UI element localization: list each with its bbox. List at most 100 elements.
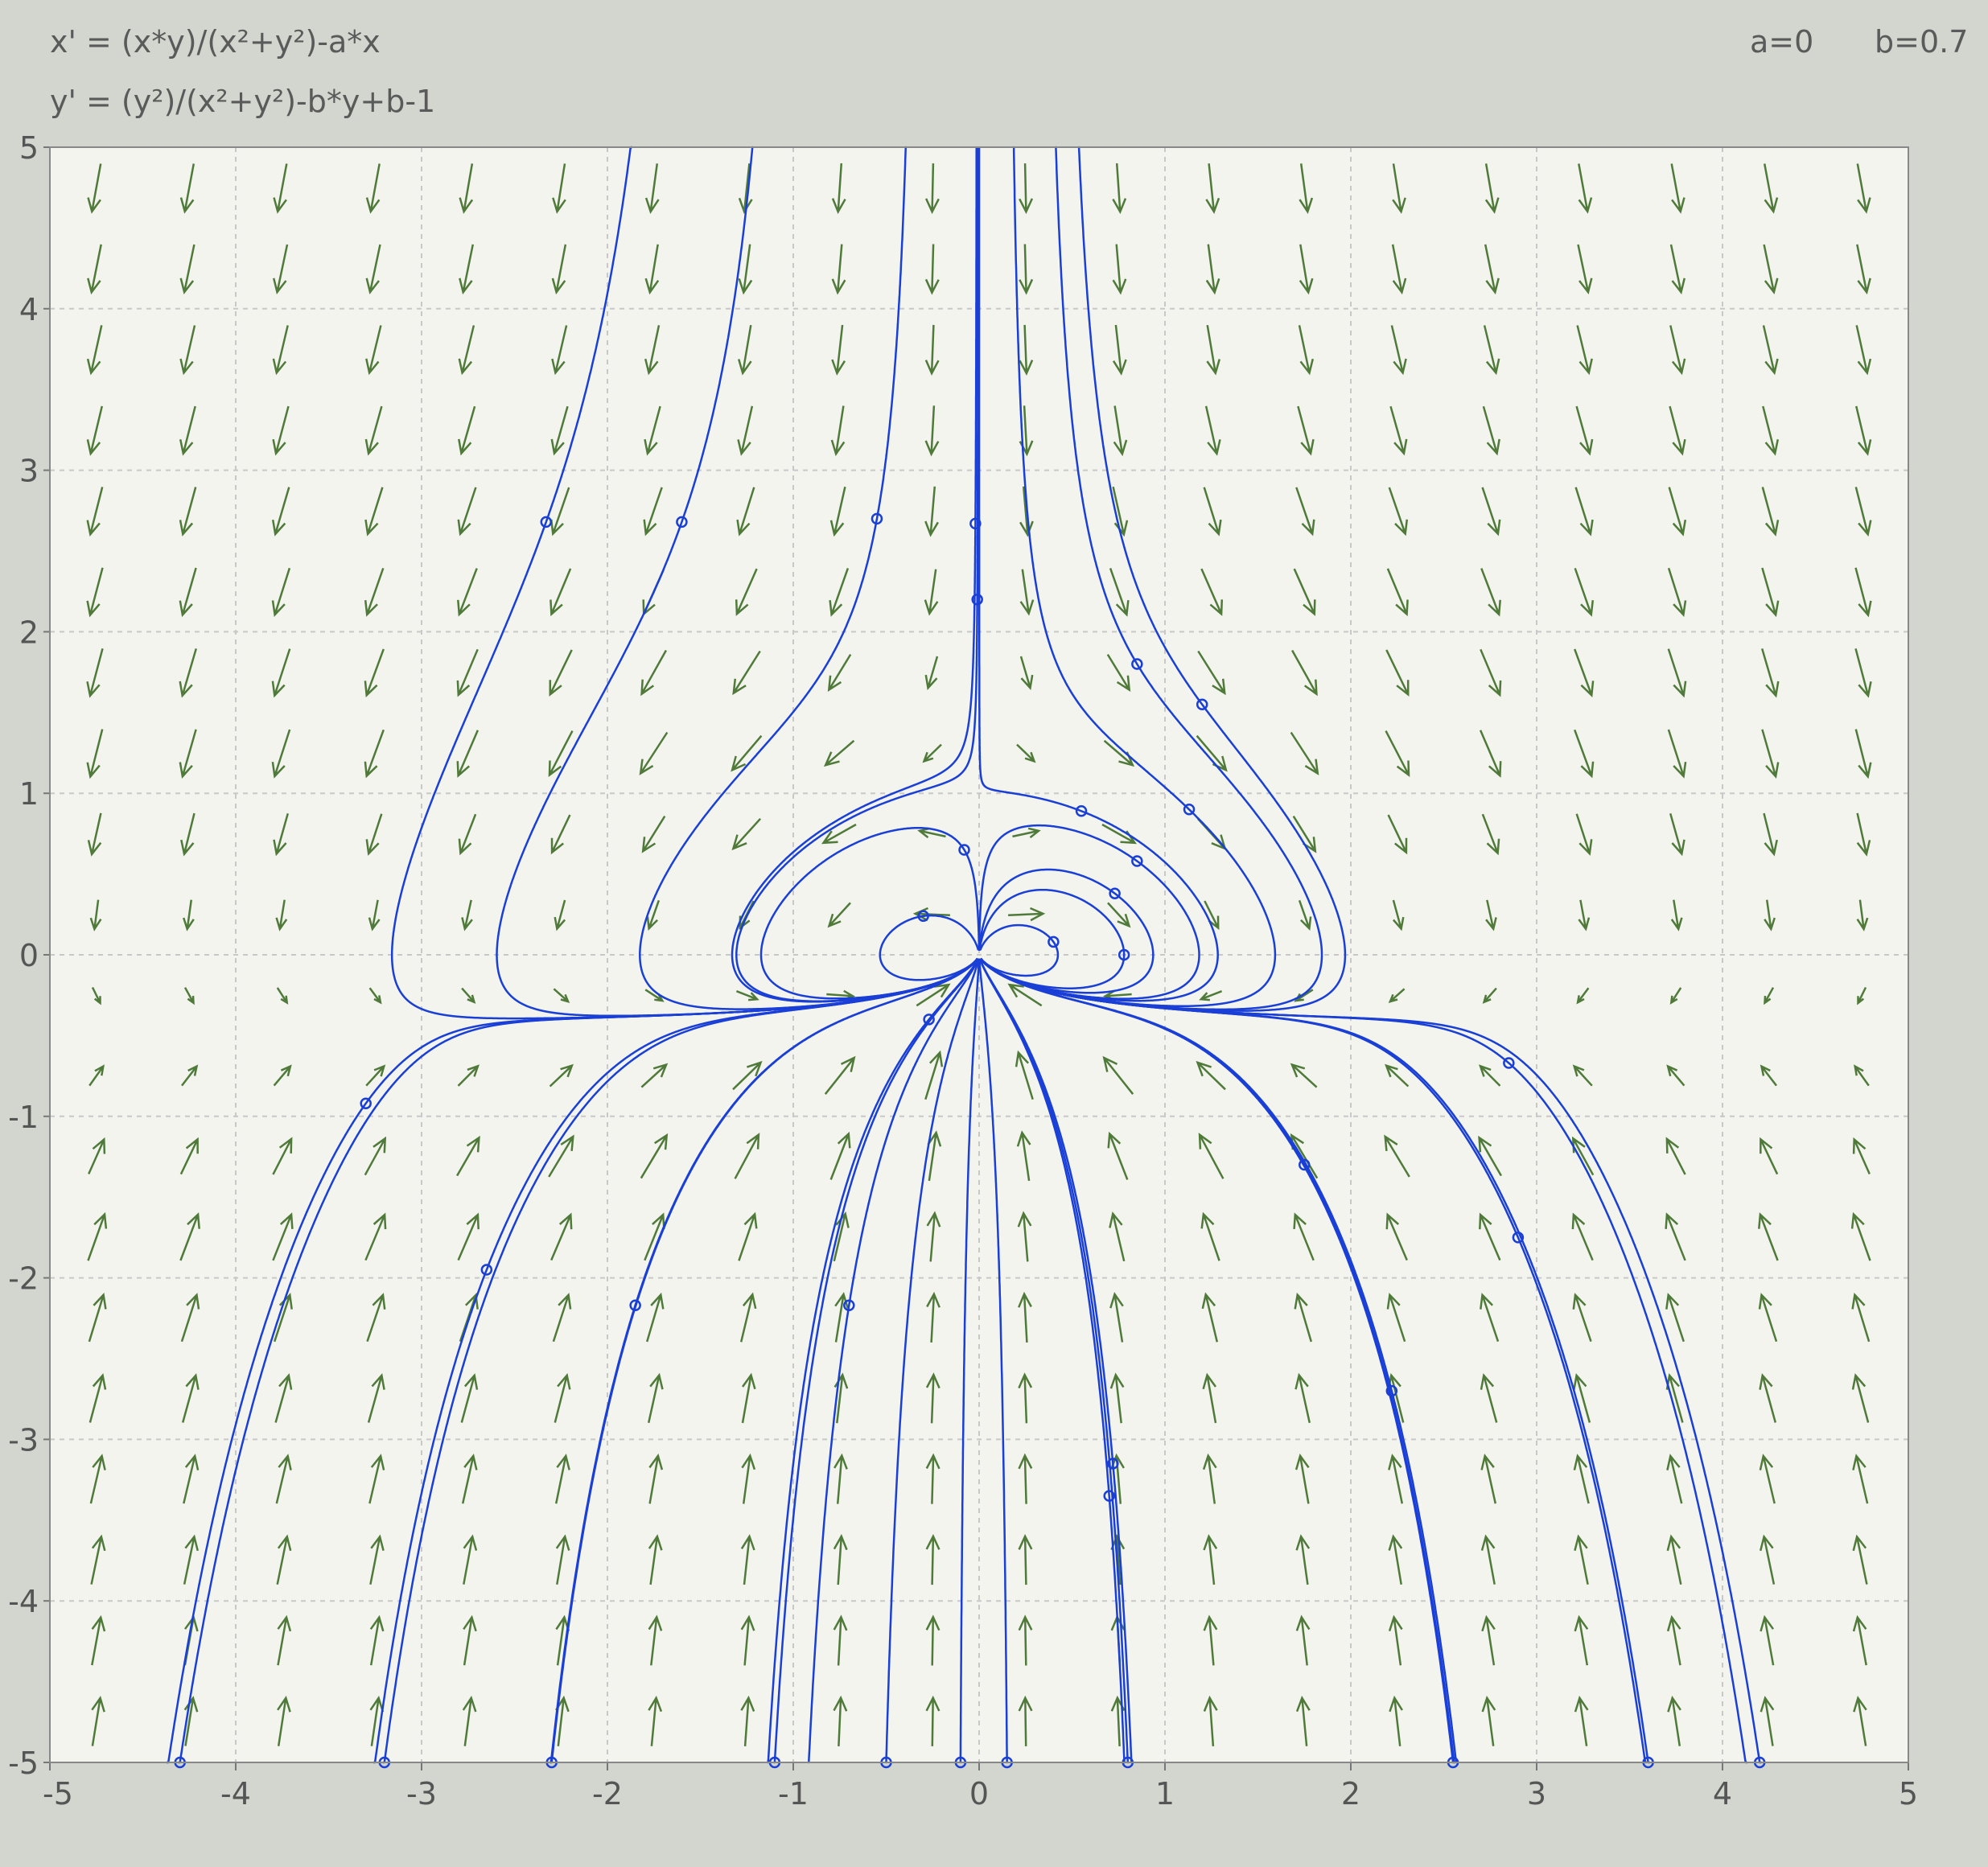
- field-arrow: [462, 1696, 477, 1746]
- field-arrow: [179, 648, 197, 698]
- field-arrow: [640, 649, 667, 697]
- field-arrow: [1385, 730, 1410, 777]
- field-arrow: [1854, 567, 1872, 618]
- field-arrow: [88, 1292, 107, 1343]
- trajectory-line: [879, 914, 980, 981]
- trajectory-start-point[interactable]: [1131, 658, 1143, 670]
- trajectory-start-point[interactable]: [917, 910, 929, 923]
- trajectory-start-point[interactable]: [676, 516, 688, 528]
- trajectory-start-point[interactable]: [480, 1264, 493, 1276]
- field-arrow: [1482, 405, 1500, 456]
- field-arrow: [1113, 405, 1128, 457]
- field-arrow: [1759, 1454, 1776, 1504]
- trajectory-line: [979, 146, 1277, 1007]
- field-arrow: [1483, 325, 1500, 376]
- field-arrow: [925, 1534, 940, 1585]
- field-arrow: [922, 743, 942, 763]
- field-arrow: [1480, 568, 1501, 617]
- field-arrow: [1385, 1212, 1408, 1261]
- field-arrow: [368, 987, 382, 1005]
- field-arrow: [1294, 1292, 1312, 1343]
- field-arrow: [1388, 1454, 1404, 1504]
- field-arrow: [271, 487, 290, 537]
- trajectory-start-point[interactable]: [1131, 855, 1143, 867]
- field-arrow: [924, 569, 939, 616]
- trajectory-start-point[interactable]: [1385, 1384, 1398, 1397]
- field-arrow: [549, 568, 572, 617]
- field-arrow: [1018, 1534, 1033, 1585]
- trajectory-start-point[interactable]: [540, 516, 553, 528]
- field-arrow: [87, 812, 102, 857]
- field-arrow: [272, 1137, 293, 1175]
- field-arrow: [925, 1614, 940, 1666]
- trajectory-start-point[interactable]: [1503, 1057, 1515, 1069]
- trajectory-start-point[interactable]: [1107, 1458, 1119, 1470]
- field-arrow: [275, 1454, 292, 1504]
- field-arrow: [1577, 244, 1593, 295]
- field-arrow: [1669, 244, 1686, 295]
- trajectory-line: [549, 958, 978, 1764]
- field-arrow: [91, 1696, 105, 1746]
- trajectory-start-point[interactable]: [923, 1014, 935, 1026]
- trajectory-start-point[interactable]: [360, 1097, 372, 1109]
- field-arrow: [87, 163, 102, 214]
- field-arrow: [1761, 487, 1780, 537]
- field-arrow: [924, 244, 940, 295]
- trajectory-start-point[interactable]: [1117, 948, 1130, 961]
- trajectory-start-point[interactable]: [1109, 887, 1121, 899]
- field-arrow: [1109, 1372, 1125, 1424]
- field-arrow: [554, 1454, 570, 1504]
- field-arrow: [179, 567, 197, 618]
- field-arrow: [1019, 569, 1035, 616]
- x-tick-label: 4: [1713, 1776, 1732, 1811]
- field-arrow: [1666, 1064, 1685, 1087]
- trajectory-start-point[interactable]: [1196, 698, 1208, 711]
- trajectory-start-point[interactable]: [971, 593, 983, 606]
- field-arrow: [1007, 983, 1043, 1007]
- trajectory-start-point[interactable]: [1103, 1490, 1115, 1502]
- field-arrow: [1763, 812, 1778, 857]
- field-arrow: [926, 1291, 940, 1343]
- field-arrow: [831, 324, 846, 376]
- field-arrow: [1852, 1534, 1868, 1585]
- field-arrow: [274, 1373, 293, 1423]
- field-arrow: [273, 812, 290, 857]
- field-arrow: [1197, 650, 1226, 696]
- field-arrow: [1299, 163, 1314, 214]
- field-arrow: [1578, 899, 1591, 931]
- field-arrow: [88, 1137, 106, 1175]
- field-arrow: [1669, 987, 1682, 1005]
- field-arrow: [833, 1534, 848, 1585]
- trajectory-start-point[interactable]: [871, 512, 883, 525]
- field-arrow: [1109, 1292, 1124, 1343]
- field-arrow: [366, 1293, 386, 1343]
- trajectory-line: [759, 827, 981, 1000]
- field-arrow: [1666, 1534, 1682, 1585]
- trajectory-start-point[interactable]: [1183, 804, 1196, 816]
- field-arrow: [1102, 1055, 1134, 1095]
- trajectory-start-point[interactable]: [1048, 936, 1060, 948]
- trajectory-line: [978, 959, 1008, 1764]
- field-arrow: [833, 1695, 848, 1746]
- field-arrow: [1109, 567, 1130, 617]
- trajectory-start-point[interactable]: [843, 1299, 855, 1311]
- field-arrow: [1572, 1064, 1593, 1087]
- field-arrow: [1763, 163, 1779, 214]
- trajectory-line: [980, 958, 1762, 1764]
- field-arrow: [275, 899, 288, 931]
- field-arrow: [1385, 649, 1410, 697]
- trajectory-start-point[interactable]: [958, 844, 970, 856]
- x-tick-label: -5: [43, 1776, 73, 1811]
- field-arrow: [1107, 1131, 1129, 1180]
- field-arrow: [1762, 405, 1780, 456]
- trajectory-start-point[interactable]: [1075, 805, 1088, 817]
- field-arrow: [179, 487, 197, 537]
- field-arrow: [549, 1063, 574, 1088]
- trajectory-line: [959, 958, 981, 1764]
- field-arrow: [461, 899, 473, 931]
- field-arrow: [1667, 567, 1687, 617]
- field-arrow: [1575, 813, 1593, 856]
- x-tick-label: -2: [592, 1776, 623, 1811]
- field-arrow: [1573, 1454, 1590, 1504]
